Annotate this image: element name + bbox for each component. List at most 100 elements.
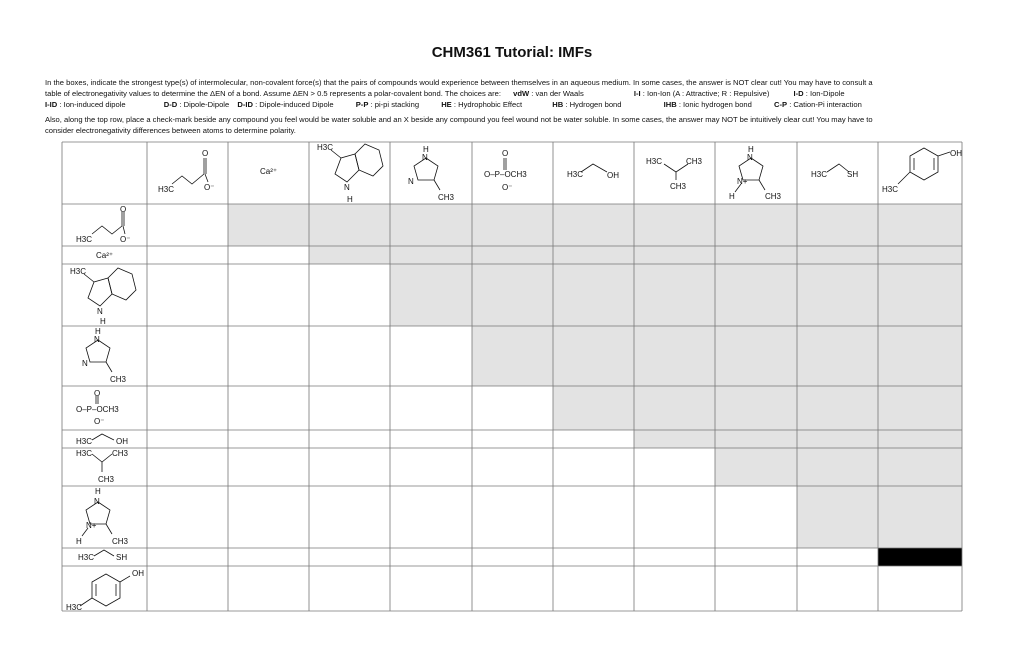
answer-cell[interactable] <box>634 264 715 326</box>
answer-cell[interactable] <box>228 486 309 548</box>
answer-cell[interactable] <box>715 486 797 548</box>
answer-cell[interactable] <box>228 246 309 264</box>
answer-cell[interactable] <box>634 430 715 448</box>
answer-cell[interactable] <box>715 246 797 264</box>
answer-cell[interactable] <box>553 264 634 326</box>
answer-cell[interactable] <box>147 246 228 264</box>
answer-cell[interactable] <box>309 430 390 448</box>
answer-cell[interactable] <box>390 204 472 246</box>
answer-cell[interactable] <box>390 448 472 486</box>
answer-cell[interactable] <box>715 386 797 430</box>
answer-cell[interactable] <box>147 326 228 386</box>
answer-cell[interactable] <box>797 246 878 264</box>
answer-cell[interactable] <box>147 548 228 566</box>
answer-cell[interactable] <box>878 566 962 611</box>
answer-cell[interactable] <box>553 486 634 548</box>
answer-cell[interactable] <box>553 448 634 486</box>
answer-cell[interactable] <box>878 246 962 264</box>
answer-cell[interactable] <box>472 548 553 566</box>
answer-cell[interactable] <box>472 386 553 430</box>
answer-cell[interactable] <box>553 326 634 386</box>
answer-cell[interactable] <box>309 548 390 566</box>
answer-cell[interactable] <box>553 386 634 430</box>
answer-cell[interactable] <box>878 430 962 448</box>
answer-cell[interactable] <box>147 264 228 326</box>
answer-cell[interactable] <box>309 386 390 430</box>
answer-cell[interactable] <box>228 386 309 430</box>
answer-cell[interactable] <box>553 246 634 264</box>
answer-cell[interactable] <box>797 566 878 611</box>
answer-cell[interactable] <box>553 430 634 448</box>
answer-cell[interactable] <box>715 326 797 386</box>
answer-cell[interactable] <box>878 486 962 548</box>
answer-cell[interactable] <box>309 326 390 386</box>
answer-cell[interactable] <box>878 326 962 386</box>
answer-cell[interactable] <box>634 326 715 386</box>
answer-cell[interactable] <box>390 246 472 264</box>
answer-cell[interactable] <box>472 566 553 611</box>
answer-cell[interactable] <box>878 204 962 246</box>
answer-cell[interactable] <box>472 204 553 246</box>
answer-cell[interactable] <box>715 548 797 566</box>
answer-cell[interactable] <box>634 486 715 548</box>
answer-cell[interactable] <box>472 264 553 326</box>
answer-cell[interactable] <box>228 204 309 246</box>
answer-cell[interactable] <box>309 246 390 264</box>
answer-cell[interactable] <box>309 566 390 611</box>
answer-cell[interactable] <box>634 566 715 611</box>
answer-cell[interactable] <box>390 326 472 386</box>
answer-cell[interactable] <box>147 566 228 611</box>
answer-cell[interactable] <box>147 448 228 486</box>
answer-cell[interactable] <box>797 430 878 448</box>
answer-cell[interactable] <box>228 264 309 326</box>
answer-cell[interactable] <box>797 448 878 486</box>
answer-cell[interactable] <box>797 326 878 386</box>
answer-cell[interactable] <box>309 486 390 548</box>
answer-cell[interactable] <box>797 204 878 246</box>
answer-cell[interactable] <box>634 448 715 486</box>
answer-cell[interactable] <box>472 326 553 386</box>
answer-cell[interactable] <box>715 430 797 448</box>
answer-cell[interactable] <box>309 264 390 326</box>
answer-cell[interactable] <box>472 430 553 448</box>
answer-cell[interactable] <box>309 204 390 246</box>
answer-cell[interactable] <box>147 386 228 430</box>
answer-cell[interactable] <box>390 430 472 448</box>
answer-cell[interactable] <box>228 548 309 566</box>
answer-cell[interactable] <box>797 264 878 326</box>
answer-cell[interactable] <box>715 448 797 486</box>
answer-cell[interactable] <box>715 264 797 326</box>
answer-cell[interactable] <box>553 548 634 566</box>
answer-cell[interactable] <box>878 448 962 486</box>
answer-cell[interactable] <box>797 548 878 566</box>
answer-cell[interactable] <box>390 566 472 611</box>
answer-cell[interactable] <box>634 548 715 566</box>
answer-cell[interactable] <box>553 566 634 611</box>
answer-cell[interactable] <box>878 264 962 326</box>
answer-cell[interactable] <box>228 566 309 611</box>
answer-cell[interactable] <box>228 430 309 448</box>
answer-cell[interactable] <box>472 448 553 486</box>
answer-cell[interactable] <box>147 486 228 548</box>
answer-cell[interactable] <box>228 448 309 486</box>
answer-cell[interactable] <box>472 486 553 548</box>
answer-cell[interactable] <box>715 204 797 246</box>
answer-cell[interactable] <box>147 204 228 246</box>
answer-cell[interactable] <box>634 204 715 246</box>
answer-cell[interactable] <box>797 386 878 430</box>
answer-cell[interactable] <box>878 386 962 430</box>
answer-cell[interactable] <box>472 246 553 264</box>
answer-cell[interactable] <box>390 486 472 548</box>
answer-cell[interactable] <box>715 566 797 611</box>
answer-cell[interactable] <box>553 204 634 246</box>
answer-cell[interactable] <box>147 430 228 448</box>
answer-cell[interactable] <box>634 246 715 264</box>
answer-cell[interactable] <box>390 386 472 430</box>
answer-cell[interactable] <box>634 386 715 430</box>
blacked-out-cell <box>878 548 962 566</box>
answer-cell[interactable] <box>390 548 472 566</box>
answer-cell[interactable] <box>797 486 878 548</box>
answer-cell[interactable] <box>228 326 309 386</box>
answer-cell[interactable] <box>309 448 390 486</box>
answer-cell[interactable] <box>390 264 472 326</box>
